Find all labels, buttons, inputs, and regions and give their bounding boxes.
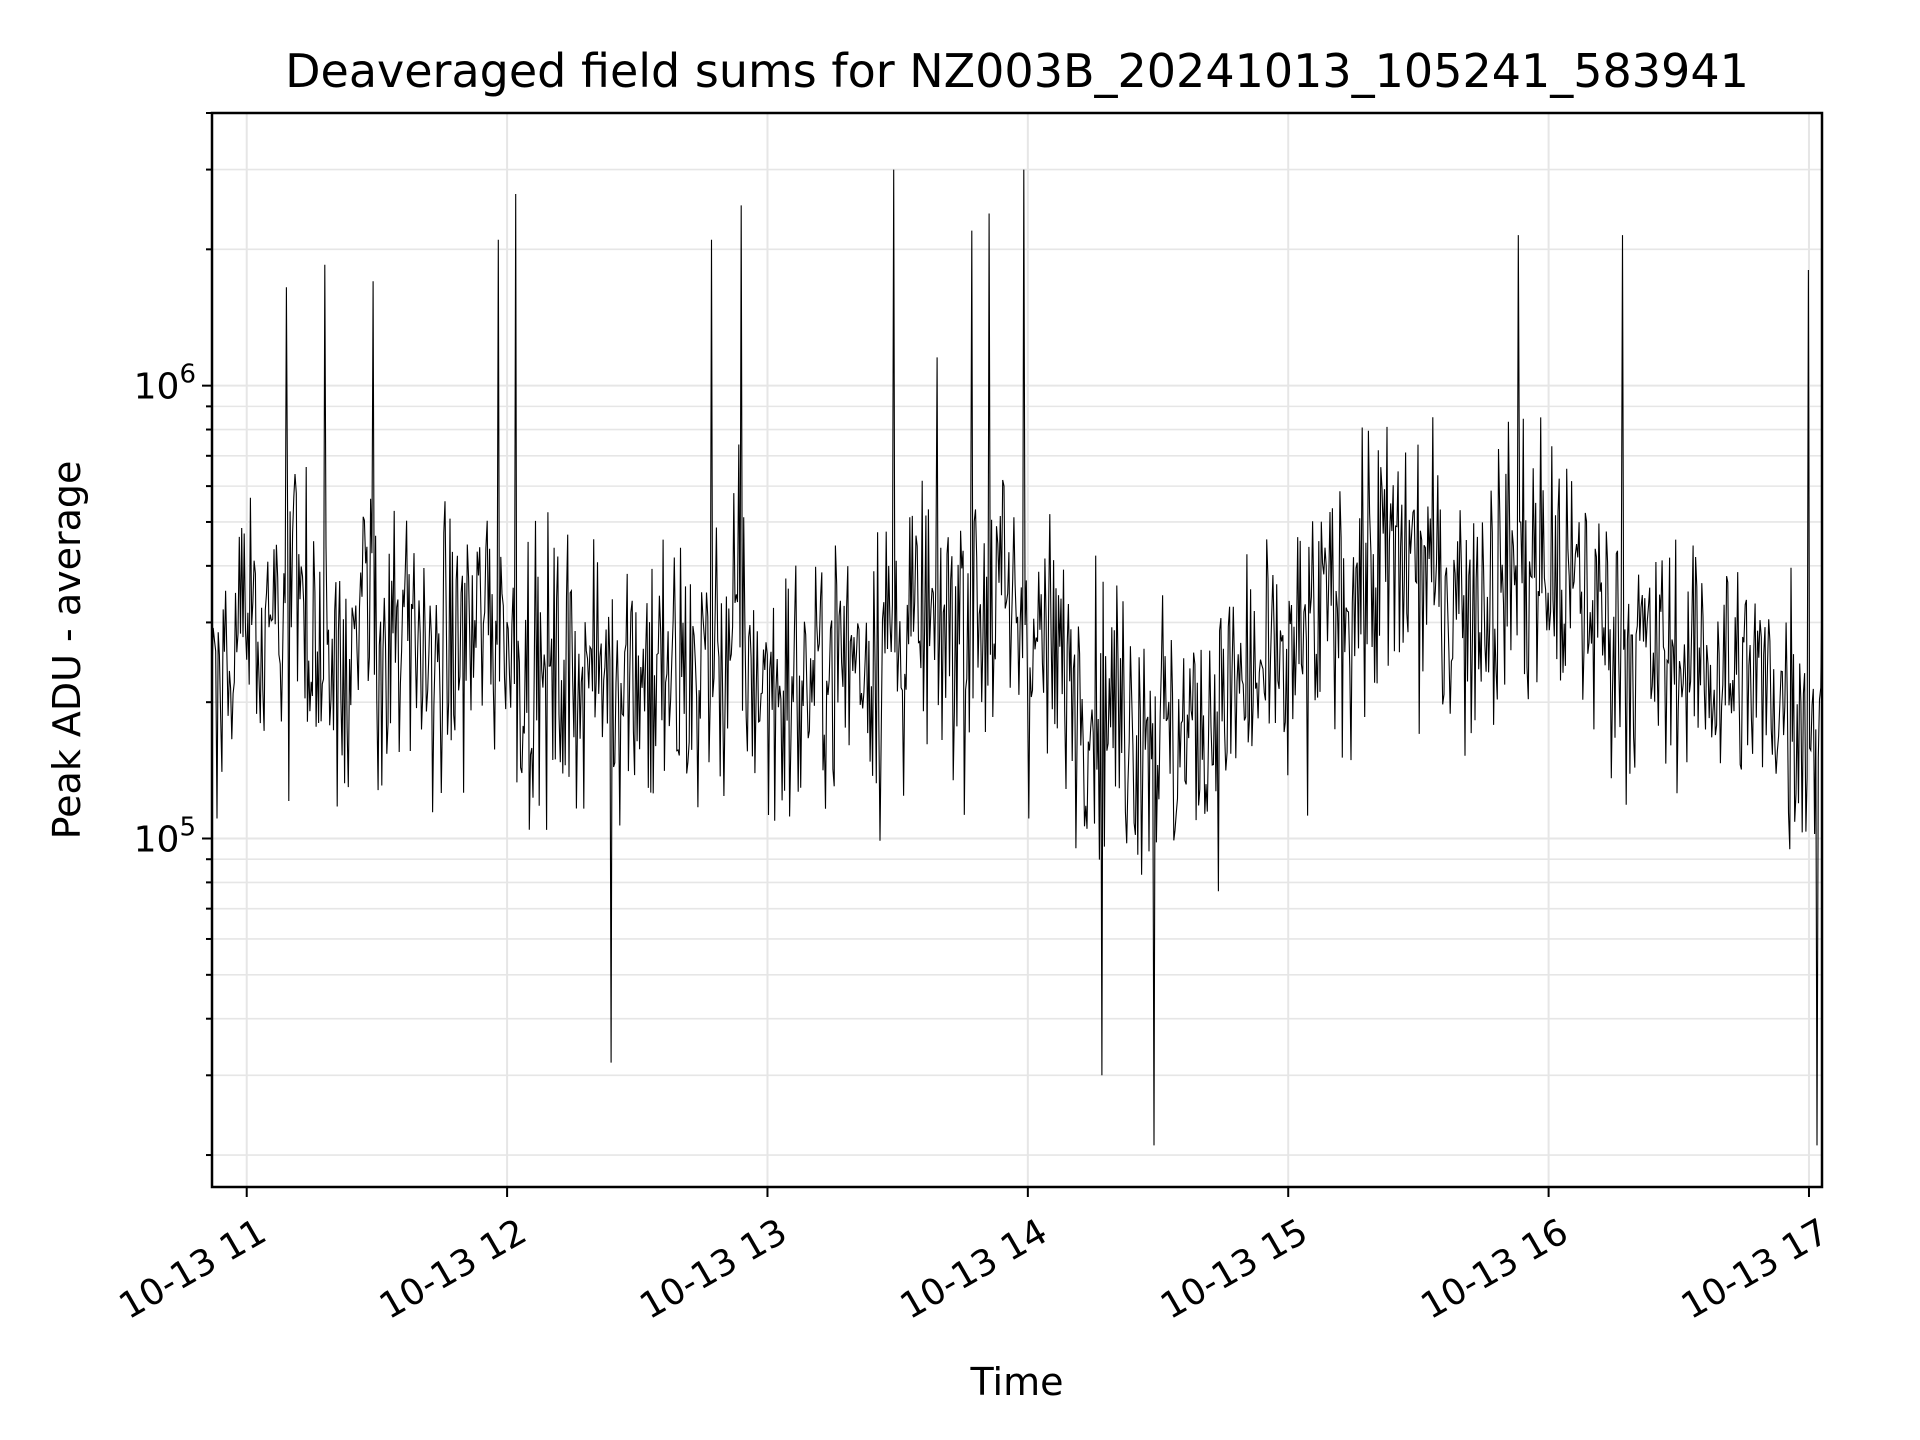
y-tick-label-base: 10 (134, 367, 180, 408)
x-tick-label: 10-13 14 (894, 1211, 1055, 1327)
x-tick-label: 10-13 13 (633, 1211, 794, 1327)
chart-title: Deaveraged field sums for NZ003B_2024101… (285, 44, 1749, 98)
x-tick-label: 10-13 12 (373, 1211, 534, 1327)
series-line (211, 169, 1823, 1146)
series-path (211, 169, 1823, 1146)
y-tick-label: 105 (134, 813, 196, 861)
y-tick-label-exponent: 5 (179, 813, 196, 843)
x-tick-label: 10-13 15 (1154, 1211, 1315, 1327)
axes: 10-13 11 10-13 12 10-13 13 10-13 14 10-13 15… (113, 112, 1836, 1328)
y-tick-label-exponent: 6 (179, 360, 196, 390)
plot-frame (210, 111, 1824, 1189)
x-tick-label: 10-13 16 (1414, 1211, 1575, 1327)
y-tick-label: 106 (134, 360, 196, 408)
x-tick-label: 10-13 17 (1675, 1211, 1836, 1327)
x-tick-label: 10-13 11 (113, 1211, 274, 1327)
x-axis-label: Time (970, 1360, 1064, 1404)
y-axis-label: Peak ADU - average (45, 461, 89, 840)
y-tick-label-base: 10 (134, 820, 180, 861)
